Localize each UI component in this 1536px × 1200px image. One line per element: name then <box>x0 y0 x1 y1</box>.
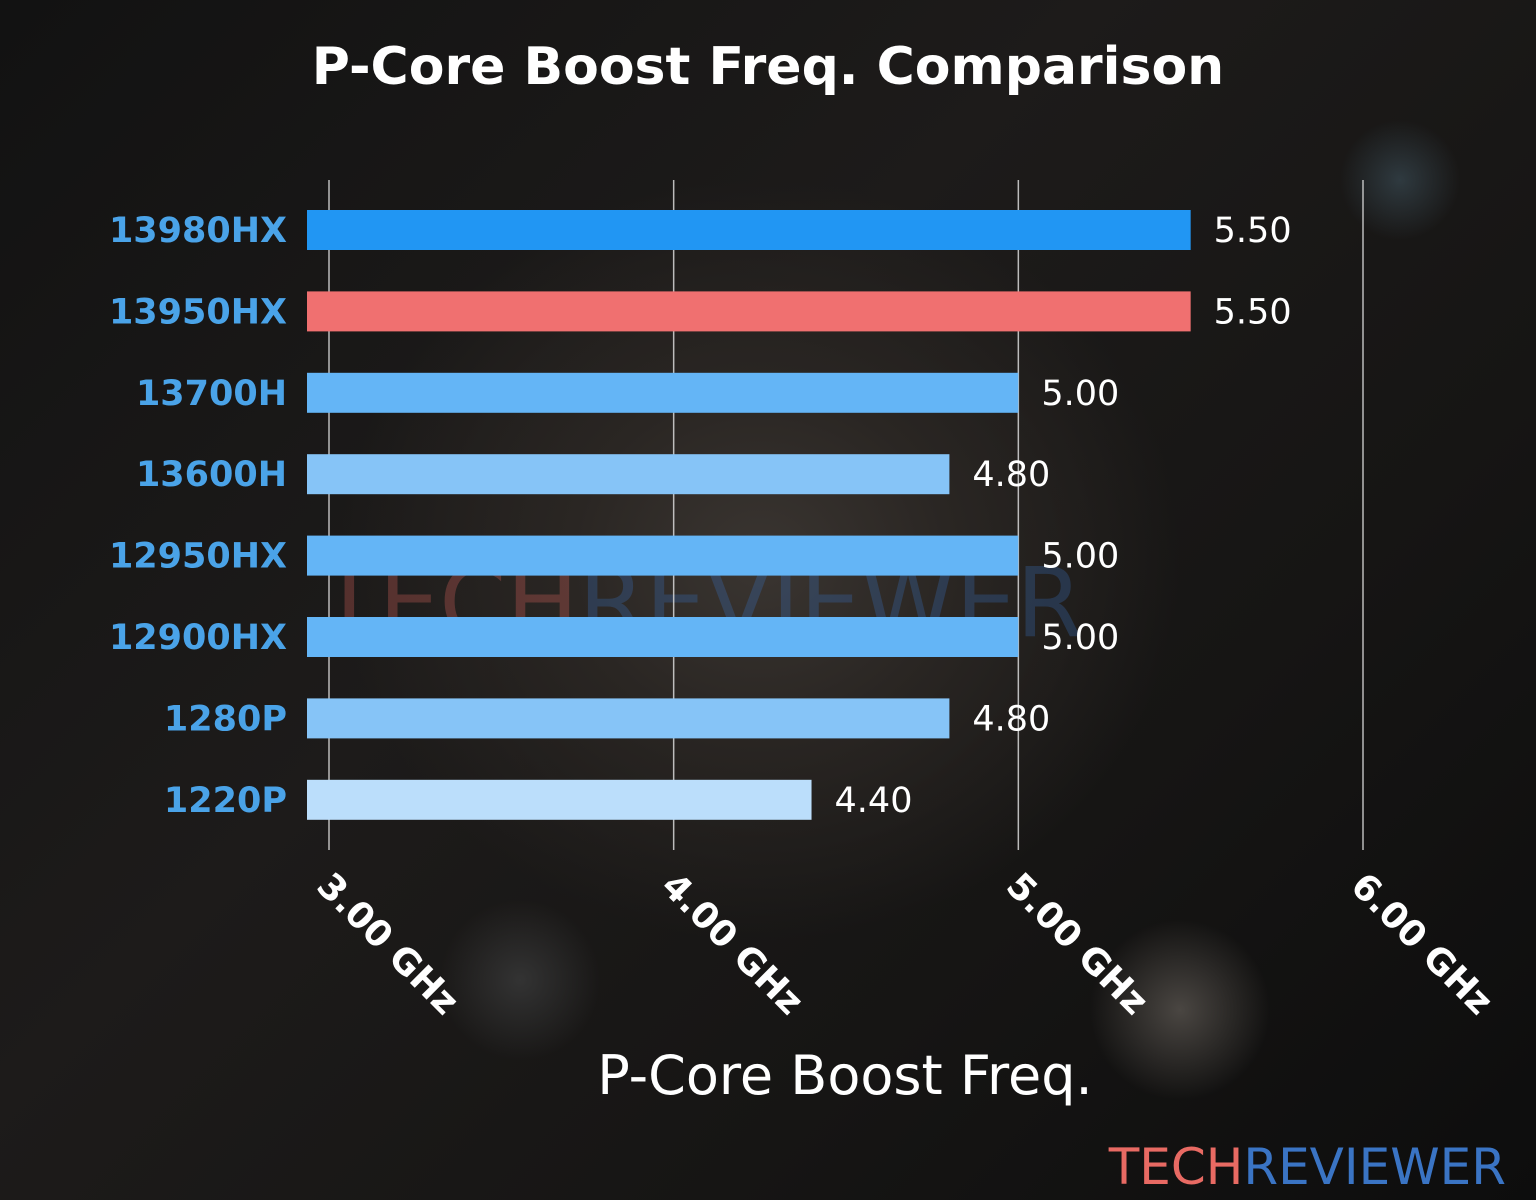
value-label: 5.00 <box>1041 618 1119 658</box>
bar <box>307 535 1019 576</box>
bar <box>307 210 1191 250</box>
bar <box>307 454 950 495</box>
watermark-logo: TECHREVIEWER <box>1108 1138 1506 1196</box>
bar <box>307 617 1019 657</box>
x-tick-labels: 3.00 GHz 4.00 GHz 5.00 GHz 6.00 GHz <box>309 865 1501 1023</box>
x-axis-label: P-Core Boost Freq. <box>597 1044 1092 1107</box>
category-label: 13700H <box>136 374 287 414</box>
value-label: 4.40 <box>835 781 913 821</box>
category-labels: 13980HX 13950HX 13700H 13600H 12950HX 12900HX… <box>109 211 287 821</box>
category-label: 1220P <box>164 781 287 821</box>
category-label: 13600H <box>136 455 287 495</box>
chart-title: P-Core Boost Freq. Comparison <box>312 37 1224 97</box>
watermark-part2: REVIEWER <box>1243 1138 1506 1196</box>
value-label: 5.00 <box>1041 374 1119 414</box>
x-tick-label: 6.00 GHz <box>1343 865 1501 1023</box>
value-label: 5.50 <box>1214 292 1292 332</box>
bar <box>307 372 1019 413</box>
x-tick-label: 4.00 GHz <box>653 865 811 1023</box>
value-label: 4.80 <box>972 699 1050 739</box>
bars <box>307 210 1191 820</box>
category-label: 13950HX <box>109 292 287 332</box>
category-label: 12900HX <box>109 618 287 658</box>
category-label: 1280P <box>164 699 287 739</box>
value-label: 5.00 <box>1041 537 1119 577</box>
value-labels: 5.50 5.50 5.00 4.80 5.00 5.00 4.80 4.40 <box>835 211 1292 821</box>
value-label: 5.50 <box>1214 211 1292 251</box>
bar <box>307 291 1191 332</box>
value-label: 4.80 <box>972 455 1050 495</box>
x-tick-label: 3.00 GHz <box>309 865 467 1023</box>
category-label: 12950HX <box>109 537 287 577</box>
x-tick-label: 5.00 GHz <box>998 865 1156 1023</box>
bar <box>307 698 950 739</box>
gridlines <box>328 180 1364 850</box>
watermark-part1: TECH <box>1108 1138 1244 1196</box>
category-label: 13980HX <box>109 211 287 251</box>
bar <box>307 779 812 820</box>
